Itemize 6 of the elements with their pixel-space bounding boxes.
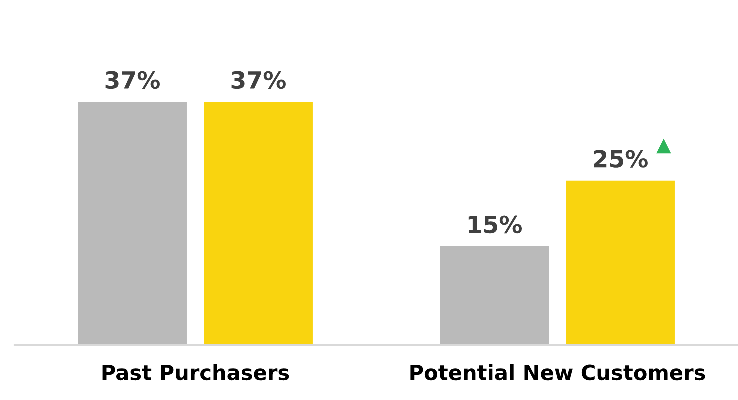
data-label: 15% (468, 216, 522, 234)
x-tick-label: Potential New Customers (410, 364, 706, 381)
data-label: 37% (106, 71, 160, 90)
data-label: 37% (232, 71, 286, 90)
x-tick-label: Past Purchasers (102, 364, 290, 381)
data-label: 25% (594, 150, 648, 168)
